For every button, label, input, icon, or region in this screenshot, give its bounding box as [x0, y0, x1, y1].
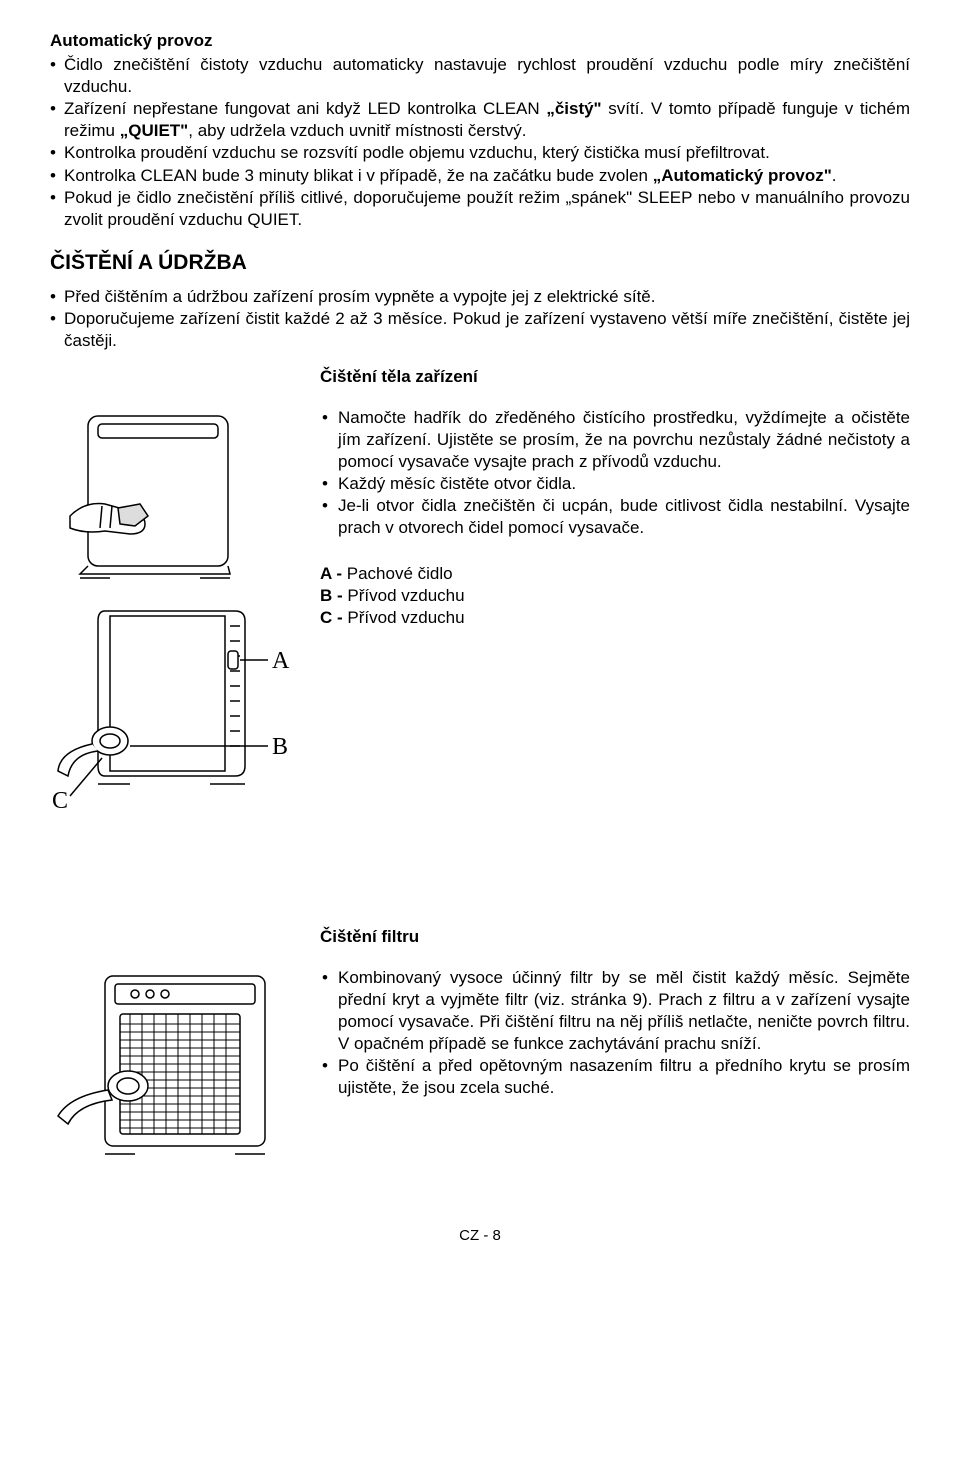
- body-subheading: Čištění těla zařízení: [320, 366, 910, 388]
- section-title-auto: Automatický provoz: [50, 30, 910, 52]
- label-a: A: [272, 648, 290, 674]
- filter-text-col: Čištění filtru Kombinovaný vysoce účinný…: [320, 926, 910, 1099]
- t: , aby udržela vzduch uvnitř místnosti če…: [188, 121, 526, 140]
- t: A -: [320, 564, 347, 583]
- body-cleaning-row: A B C Čištění těla zařízení Namočte hadř…: [50, 366, 910, 816]
- t: B -: [320, 586, 347, 605]
- t: .: [832, 166, 837, 185]
- body-text-col: Čištění těla zařízení Namočte hadřík do …: [320, 366, 910, 629]
- filter-subheading: Čištění filtru: [320, 926, 910, 948]
- t: „QUIET": [120, 121, 189, 140]
- legend-c: C - Přívod vzduchu: [320, 607, 910, 629]
- maint-bullets: Před čištěním a údržbou zařízení prosím …: [50, 286, 910, 352]
- t: Pachové čidlo: [347, 564, 453, 583]
- legend: A - Pachové čidlo B - Přívod vzduchu C -…: [320, 563, 910, 629]
- filter-bullets: Kombinovaný vysoce účinný filtr by se mě…: [320, 967, 910, 1100]
- figure-side-abc-icon: A B C: [50, 596, 295, 816]
- t: Přívod vzduchu: [347, 608, 464, 627]
- label-b: B: [272, 734, 288, 760]
- body-bullets: Namočte hadřík do zředěného čistícího pr…: [320, 407, 910, 540]
- auto-b2: Zařízení nepřestane fungovat ani když LE…: [50, 98, 910, 142]
- body-images: A B C: [50, 366, 295, 816]
- filter-section: Čištění filtru Kombinovaný vysoce účinný…: [50, 926, 910, 1166]
- label-c: C: [52, 788, 68, 814]
- auto-b5: Pokud je čidlo znečistění příliš citlivé…: [50, 187, 910, 231]
- legend-a: A - Pachové čidlo: [320, 563, 910, 585]
- t: „čistý": [546, 99, 601, 118]
- maint-b1: Před čištěním a údržbou zařízení prosím …: [50, 286, 910, 308]
- legend-b: B - Přívod vzduchu: [320, 585, 910, 607]
- maintenance-heading: ČIŠTĚNÍ A ÚDRŽBA: [50, 249, 910, 276]
- body-b1: Namočte hadřík do zředěného čistícího pr…: [320, 407, 910, 473]
- auto-b3: Kontrolka proudění vzduchu se rozsvítí p…: [50, 142, 910, 164]
- t: „Automatický provoz": [653, 166, 832, 185]
- page-footer: CZ - 8: [50, 1226, 910, 1246]
- body-b2: Každý měsíc čistěte otvor čidla.: [320, 473, 910, 495]
- t: C -: [320, 608, 347, 627]
- t: Kontrolka CLEAN bude 3 minuty blikat i v…: [64, 166, 653, 185]
- body-b3: Je-li otvor čidla znečištěn či ucpán, bu…: [320, 495, 910, 539]
- t: Zařízení nepřestane fungovat ani když LE…: [64, 99, 546, 118]
- t: Přívod vzduchu: [347, 586, 464, 605]
- auto-b1: Čidlo znečištění čistoty vzduchu automat…: [50, 54, 910, 98]
- filter-image: [50, 926, 295, 1166]
- figure-wipe-icon: [50, 406, 250, 586]
- auto-bullets: Čidlo znečištění čistoty vzduchu automat…: [50, 54, 910, 231]
- maint-b2: Doporučujeme zařízení čistit každé 2 až …: [50, 308, 910, 352]
- filter-b2: Po čištění a před opětovným nasazením fi…: [320, 1055, 910, 1099]
- figure-filter-icon: [50, 966, 280, 1166]
- filter-b1: Kombinovaný vysoce účinný filtr by se mě…: [320, 967, 910, 1055]
- auto-b4: Kontrolka CLEAN bude 3 minuty blikat i v…: [50, 165, 910, 187]
